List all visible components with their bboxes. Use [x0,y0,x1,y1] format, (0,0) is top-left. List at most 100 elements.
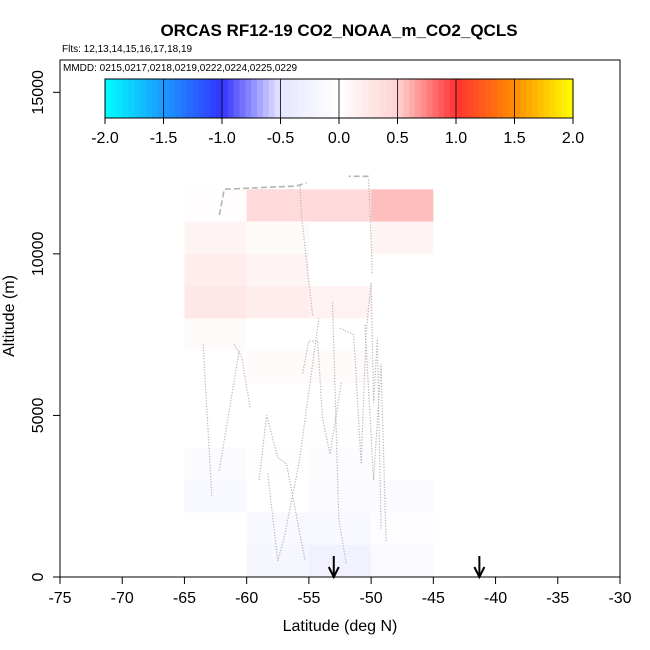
x-tick-label: -50 [360,590,383,607]
colorbar-segment [350,79,358,118]
x-tick-label: -40 [484,590,507,607]
x-tick-label: -30 [608,590,631,607]
colorbar-segment [181,79,188,118]
colorbar-segment [485,79,492,118]
heatmap-cell [184,447,247,481]
x-axis: -75 -70 -65 -60 -55 -50 -45 -40 -35 -30 [48,577,632,607]
colorbar-segment [444,79,451,118]
colorbar-segment [537,79,545,118]
colorbar-segment [356,79,363,118]
colorbar-segment [192,79,200,118]
colorbar-segment [379,79,387,118]
heatmap-cell [184,480,247,513]
colorbar-segment [298,79,305,118]
colorbar-segment [532,79,539,118]
colorbar-segment [105,79,112,118]
heatmap-cell [371,480,434,513]
colorbar-segment [134,79,141,118]
flight-track [218,350,240,471]
colorbar-tick-label: 0.0 [328,130,350,147]
colorbar-segment [303,79,311,118]
colorbar-segment [339,79,346,118]
colorbar-segment [426,79,434,118]
colorbar-segment [344,79,352,118]
colorbar-segment [175,79,182,118]
flight-track [202,344,213,497]
colorbar-segment [239,79,246,118]
colorbar-tick-label: -1.5 [150,130,178,147]
y-axis: 0 5000 10000 15000 [30,70,60,581]
chart-title: ORCAS RF12-19 CO2_NOAA_m_CO2_QCLS [160,21,517,40]
flight-track [258,415,306,561]
flight-track [233,344,251,410]
colorbar-segment [374,79,381,118]
colorbar-segment [151,79,159,118]
heatmap-cell [308,189,372,222]
colorbar-segment [520,79,527,118]
heatmap-cell [184,286,247,319]
colorbar-segment [543,79,551,118]
colorbar-tick-label: -2.0 [91,130,119,147]
x-tick-label: -60 [235,590,258,607]
colorbar-tick-label: -0.5 [267,130,295,147]
heatmap-cell [371,189,434,222]
colorbar-segment [315,79,323,118]
colorbar-tick-label: 0.5 [386,130,408,147]
colorbar-segment [432,79,440,118]
heatmap-cell [371,512,434,545]
x-tick-label: -75 [48,590,71,607]
colorbar-segment [368,79,375,118]
colorbar-segment [549,79,557,118]
heatmap-cell [308,286,372,319]
colorbar-segment [204,79,211,118]
colorbar-segment [157,79,165,118]
flights-subtitle: Flts: 12,13,14,15,16,17,18,19 [62,44,193,55]
colorbar-segment [321,79,328,118]
colorbar-segment [309,79,317,118]
colorbar-segment [555,79,562,118]
colorbar-segment [186,79,194,118]
colorbar-segment [420,79,428,118]
colorbar-segment [116,79,124,118]
colorbar: -2.0 -1.5 -1.0 -0.5 0.0 0.5 1.0 1.5 2.0 [91,78,584,147]
x-tick-label: -65 [173,590,196,607]
colorbar-segment [467,79,475,118]
colorbar-segment [140,79,147,118]
colorbar-segment [169,79,176,118]
heatmap-cell [308,480,372,513]
colorbar-segment [461,79,469,118]
y-tick-label: 5000 [30,398,47,434]
heatmap-cells [184,189,434,577]
y-tick-label: 10000 [30,232,47,277]
colorbar-segment [391,79,399,118]
colorbar-segment [268,79,276,118]
flight-track [331,302,347,565]
colorbar-segment [397,79,404,118]
colorbar-segment [362,79,369,118]
colorbar-segment [163,79,170,118]
flight-tracks [202,175,387,565]
flight-track [299,185,314,316]
colorbar-segment [491,79,498,118]
heatmap-cell [184,221,247,254]
colorbar-segment [456,79,463,118]
x-tick-label: -55 [297,590,320,607]
colorbar-segment [274,79,282,118]
x-tick-label: -35 [546,590,569,607]
heatmap-cell [246,447,309,481]
heatmap-cell [246,286,309,319]
colorbar-segment [514,79,521,118]
colorbar-segment [257,79,264,118]
colorbar-segment [216,79,223,118]
colorbar-segment [210,79,217,118]
heatmap-cell [184,189,247,222]
heatmap-cell [308,415,372,448]
colorbar-segment [502,79,510,118]
colorbar-tick-label: 1.0 [445,130,467,147]
x-axis-label: Latitude (deg N) [283,618,398,635]
heatmap-cell [308,447,372,481]
flight-track [267,318,320,562]
colorbar-segment [415,79,422,118]
colorbar-segment [409,79,416,118]
colorbar-segment [198,79,206,118]
